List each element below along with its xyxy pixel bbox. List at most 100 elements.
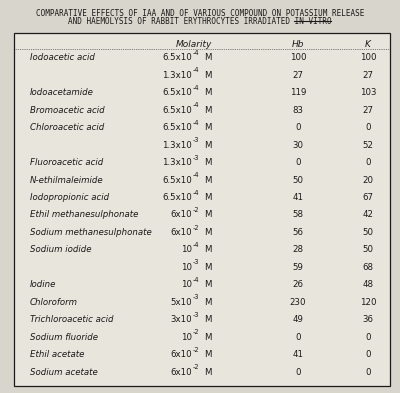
Text: 26: 26 xyxy=(292,280,304,289)
Text: M: M xyxy=(204,53,212,62)
Text: 10: 10 xyxy=(181,263,192,272)
Text: 27: 27 xyxy=(362,71,374,80)
Text: 0: 0 xyxy=(295,123,301,132)
Text: 41: 41 xyxy=(292,350,304,359)
Text: Iodoacetamide: Iodoacetamide xyxy=(30,88,94,97)
Text: -3: -3 xyxy=(192,312,199,318)
Text: 100: 100 xyxy=(360,53,376,62)
Text: M: M xyxy=(204,263,212,272)
Text: 6.5x10: 6.5x10 xyxy=(162,53,192,62)
Text: -4: -4 xyxy=(192,68,199,73)
Text: Sodium methanesulphonate: Sodium methanesulphonate xyxy=(30,228,152,237)
Text: 42: 42 xyxy=(362,211,374,219)
Text: -2: -2 xyxy=(192,329,199,335)
Text: 6x10: 6x10 xyxy=(170,350,192,359)
Text: M: M xyxy=(204,193,212,202)
Text: 83: 83 xyxy=(292,106,304,115)
Text: 100: 100 xyxy=(290,53,306,62)
Text: M: M xyxy=(204,141,212,150)
Text: 50: 50 xyxy=(292,176,304,185)
Text: N-ethilmaleimide: N-ethilmaleimide xyxy=(30,176,104,185)
Text: M: M xyxy=(204,367,212,376)
Text: 67: 67 xyxy=(362,193,374,202)
Text: 103: 103 xyxy=(360,88,376,97)
Text: 0: 0 xyxy=(365,367,371,376)
Text: 27: 27 xyxy=(362,106,374,115)
Text: 3x10: 3x10 xyxy=(170,315,192,324)
Text: Sodium acetate: Sodium acetate xyxy=(30,367,98,376)
Text: Bromoacetic acid: Bromoacetic acid xyxy=(30,106,105,115)
Text: 50: 50 xyxy=(362,245,374,254)
Text: COMPARATIVE EFFECTS OF IAA AND OF VARIOUS COMPOUND ON POTASSIUM RELEASE: COMPARATIVE EFFECTS OF IAA AND OF VARIOU… xyxy=(36,9,364,18)
Text: Fluoroacetic acid: Fluoroacetic acid xyxy=(30,158,103,167)
Text: 59: 59 xyxy=(292,263,304,272)
Text: -3: -3 xyxy=(192,294,199,300)
Text: -2: -2 xyxy=(192,224,199,231)
Text: Sodium iodide: Sodium iodide xyxy=(30,245,92,254)
Text: 41: 41 xyxy=(292,193,304,202)
Text: M: M xyxy=(204,245,212,254)
Text: Iodopropionic acid: Iodopropionic acid xyxy=(30,193,109,202)
Text: Chloroform: Chloroform xyxy=(30,298,78,307)
Text: Ethil methanesulphonate: Ethil methanesulphonate xyxy=(30,211,138,219)
Text: M: M xyxy=(204,211,212,219)
Text: 20: 20 xyxy=(362,176,374,185)
Text: 6x10: 6x10 xyxy=(170,367,192,376)
Text: M: M xyxy=(204,71,212,80)
Text: -4: -4 xyxy=(192,50,199,56)
Text: 6.5x10: 6.5x10 xyxy=(162,123,192,132)
Text: 10: 10 xyxy=(181,245,192,254)
Text: Iodine: Iodine xyxy=(30,280,56,289)
Text: -4: -4 xyxy=(192,277,199,283)
Text: 28: 28 xyxy=(292,245,304,254)
Text: K: K xyxy=(365,40,371,49)
Text: 27: 27 xyxy=(292,71,304,80)
Text: 10: 10 xyxy=(181,332,192,342)
Text: 10: 10 xyxy=(181,280,192,289)
Text: 56: 56 xyxy=(292,228,304,237)
Text: 6.5x10: 6.5x10 xyxy=(162,193,192,202)
Text: M: M xyxy=(204,228,212,237)
Text: 6.5x10: 6.5x10 xyxy=(162,88,192,97)
Text: M: M xyxy=(204,176,212,185)
Text: 0: 0 xyxy=(365,123,371,132)
Text: -4: -4 xyxy=(192,242,199,248)
Text: M: M xyxy=(204,158,212,167)
Text: -4: -4 xyxy=(192,172,199,178)
Text: -4: -4 xyxy=(192,102,199,108)
Text: M: M xyxy=(204,123,212,132)
Text: 68: 68 xyxy=(362,263,374,272)
Text: 6.5x10: 6.5x10 xyxy=(162,176,192,185)
Text: 120: 120 xyxy=(360,298,376,307)
Text: 30: 30 xyxy=(292,141,304,150)
Text: M: M xyxy=(204,106,212,115)
Text: 1.3x10: 1.3x10 xyxy=(162,158,192,167)
Text: Trichloroacetic acid: Trichloroacetic acid xyxy=(30,315,114,324)
Text: Chloroacetic acid: Chloroacetic acid xyxy=(30,123,104,132)
Text: M: M xyxy=(204,298,212,307)
FancyBboxPatch shape xyxy=(14,33,390,386)
Text: Iodoacetic acid: Iodoacetic acid xyxy=(30,53,95,62)
Text: 119: 119 xyxy=(290,88,306,97)
Text: -2: -2 xyxy=(192,347,199,353)
Text: 58: 58 xyxy=(292,211,304,219)
Text: M: M xyxy=(204,280,212,289)
Text: -4: -4 xyxy=(192,85,199,91)
Text: Molarity: Molarity xyxy=(176,40,212,49)
Text: AND HAEMOLYSIS OF RABBIT ERYTHROCYTES IRRADIATED IN VITRO: AND HAEMOLYSIS OF RABBIT ERYTHROCYTES IR… xyxy=(68,17,332,26)
Text: M: M xyxy=(204,88,212,97)
Text: M: M xyxy=(204,332,212,342)
Text: -4: -4 xyxy=(192,120,199,126)
Text: 1.3x10: 1.3x10 xyxy=(162,141,192,150)
Text: 0: 0 xyxy=(295,367,301,376)
Text: 0: 0 xyxy=(365,332,371,342)
Text: 49: 49 xyxy=(292,315,304,324)
Text: 50: 50 xyxy=(362,228,374,237)
Text: 230: 230 xyxy=(290,298,306,307)
Text: -2: -2 xyxy=(192,364,199,370)
Text: 5x10: 5x10 xyxy=(170,298,192,307)
Text: Hb: Hb xyxy=(292,40,304,49)
Text: 0: 0 xyxy=(365,350,371,359)
Text: 6.5x10: 6.5x10 xyxy=(162,106,192,115)
Text: -3: -3 xyxy=(192,155,199,161)
